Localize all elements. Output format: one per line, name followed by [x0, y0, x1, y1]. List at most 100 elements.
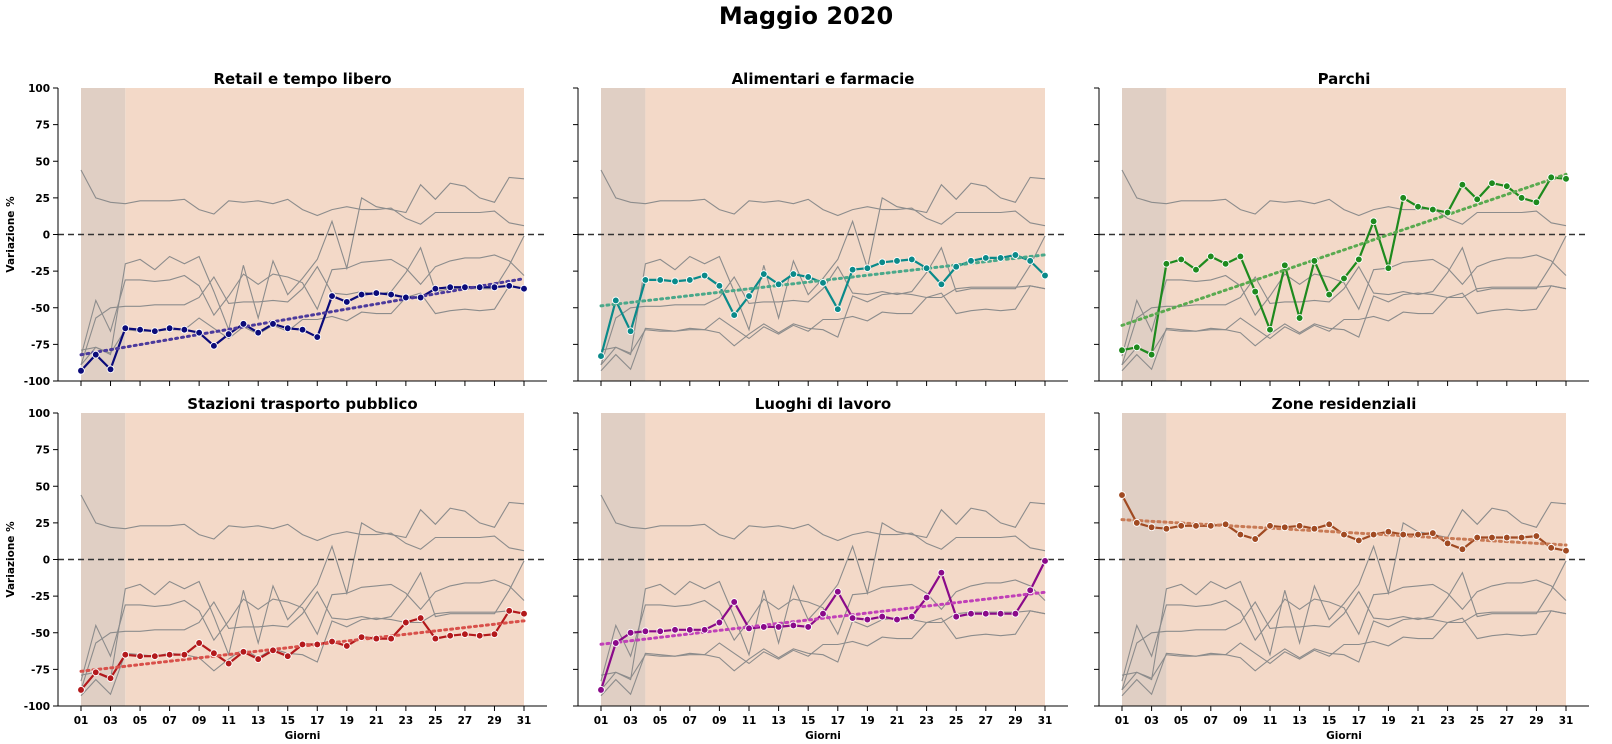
data-point-transit	[91, 668, 100, 677]
y-tick-label: -100	[24, 701, 50, 713]
y-tick-label: 0	[43, 230, 50, 242]
context-line-workplaces	[1121, 235, 1567, 366]
data-point-residential	[1236, 530, 1245, 539]
data-point-grocery	[996, 254, 1005, 262]
data-point-grocery	[893, 257, 901, 265]
data-point-transit	[77, 686, 85, 694]
data-point-residential	[1340, 530, 1348, 539]
panel-transit: -100 -75 -50 -25 0 25 50 75 100 01 03 05 07 09 11 13 15 1…	[5, 395, 547, 742]
data-point-parks	[1118, 346, 1126, 355]
data-point-transit	[431, 634, 440, 643]
data-point-workplaces	[611, 639, 620, 647]
data-point-parks	[1206, 252, 1215, 261]
data-point-residential	[1325, 520, 1334, 529]
data-point-workplaces	[967, 609, 975, 618]
context-line-residential	[1121, 169, 1567, 227]
data-point-parks	[1399, 194, 1408, 202]
context-line-parks	[600, 176, 1046, 356]
y-tick-label: -100	[24, 376, 50, 388]
data-point-grocery	[863, 264, 872, 273]
data-point-retail	[239, 320, 248, 328]
x-tick-label: 29	[1008, 715, 1023, 727]
data-point-residential	[1192, 521, 1200, 530]
context-line-residential	[600, 169, 1046, 227]
data-point-residential	[1458, 545, 1467, 554]
data-point-parks	[1488, 179, 1496, 188]
y-tick-label: 75	[35, 445, 50, 457]
y-tick-label: 25	[35, 518, 50, 530]
data-point-grocery	[685, 276, 694, 284]
data-point-grocery	[1011, 251, 1020, 259]
context-line-transit	[600, 610, 1046, 691]
data-point-parks	[1325, 290, 1334, 299]
data-point-residential	[1428, 529, 1437, 537]
context-line-parks	[600, 501, 1046, 681]
y-tick-label: -75	[31, 339, 50, 351]
data-point-retail	[298, 325, 307, 334]
data-point-workplaces	[715, 618, 724, 627]
panel-grocery: Alimentari e farmacie	[573, 70, 1068, 386]
data-point-grocery	[774, 280, 783, 289]
y-tick-label: 25	[35, 193, 50, 205]
y-axis-label: Variazione %	[5, 521, 17, 598]
data-point-retail	[313, 333, 322, 341]
x-tick-label: 17	[1351, 715, 1366, 727]
shaded-span-main	[125, 88, 525, 381]
x-tick-label: 29	[1529, 715, 1544, 727]
data-point-residential	[1280, 523, 1289, 532]
data-point-parks	[1177, 255, 1186, 264]
context-line-workplaces	[80, 560, 525, 691]
data-point-workplaces	[893, 615, 901, 624]
x-tick-label: 31	[1038, 715, 1053, 727]
data-point-transit	[505, 606, 514, 615]
data-point-residential	[1399, 530, 1408, 539]
x-tick-label: 23	[919, 715, 934, 727]
data-point-transit	[372, 634, 381, 643]
data-point-retail	[91, 350, 100, 359]
data-point-retail	[195, 328, 203, 337]
x-tick-label: 21	[369, 715, 384, 727]
trend-line-parks	[1120, 172, 1568, 327]
data-point-transit	[195, 639, 203, 647]
data-point-residential	[1295, 521, 1304, 530]
data-point-parks	[1251, 287, 1260, 296]
x-tick-label: 27	[978, 715, 993, 727]
data-point-grocery	[745, 292, 753, 300]
data-point-workplaces	[700, 625, 709, 634]
data-point-retail	[446, 283, 455, 292]
data-point-parks	[1473, 195, 1482, 204]
y-tick-label: 50	[35, 481, 50, 493]
x-tick-label: 03	[103, 715, 118, 727]
data-point-parks	[1295, 314, 1304, 322]
data-point-grocery	[952, 262, 961, 271]
data-point-retail	[505, 281, 514, 290]
data-point-parks	[1547, 173, 1556, 182]
data-point-residential	[1251, 535, 1260, 543]
x-tick-label: 03	[1144, 715, 1159, 727]
data-point-transit	[150, 652, 159, 661]
data-point-residential	[1206, 521, 1215, 530]
data-point-grocery	[641, 276, 650, 284]
data-point-transit	[210, 649, 218, 658]
data-point-transit	[490, 630, 499, 639]
data-point-workplaces	[981, 609, 990, 618]
context-line-transit	[1121, 610, 1567, 691]
x-tick-label: 01	[594, 715, 609, 727]
y-tick-label: -75	[31, 664, 50, 676]
x-tick-label: 31	[517, 715, 532, 727]
context-line-grocery	[80, 254, 525, 357]
context-line-workplaces	[600, 235, 1046, 366]
data-point-workplaces	[1011, 609, 1020, 618]
data-point-transit	[239, 647, 248, 656]
data-point-grocery	[804, 273, 813, 281]
data-point-parks	[1236, 252, 1245, 261]
data-point-workplaces	[907, 612, 916, 621]
panel-title: Parchi	[1318, 70, 1371, 88]
data-point-residential	[1532, 532, 1541, 540]
x-tick-label: 21	[890, 715, 905, 727]
data-point-grocery	[789, 270, 798, 278]
x-tick-label: 15	[280, 715, 295, 727]
data-point-transit	[224, 659, 233, 668]
context-line-residential	[80, 169, 525, 227]
x-tick-label: 13	[251, 715, 266, 727]
